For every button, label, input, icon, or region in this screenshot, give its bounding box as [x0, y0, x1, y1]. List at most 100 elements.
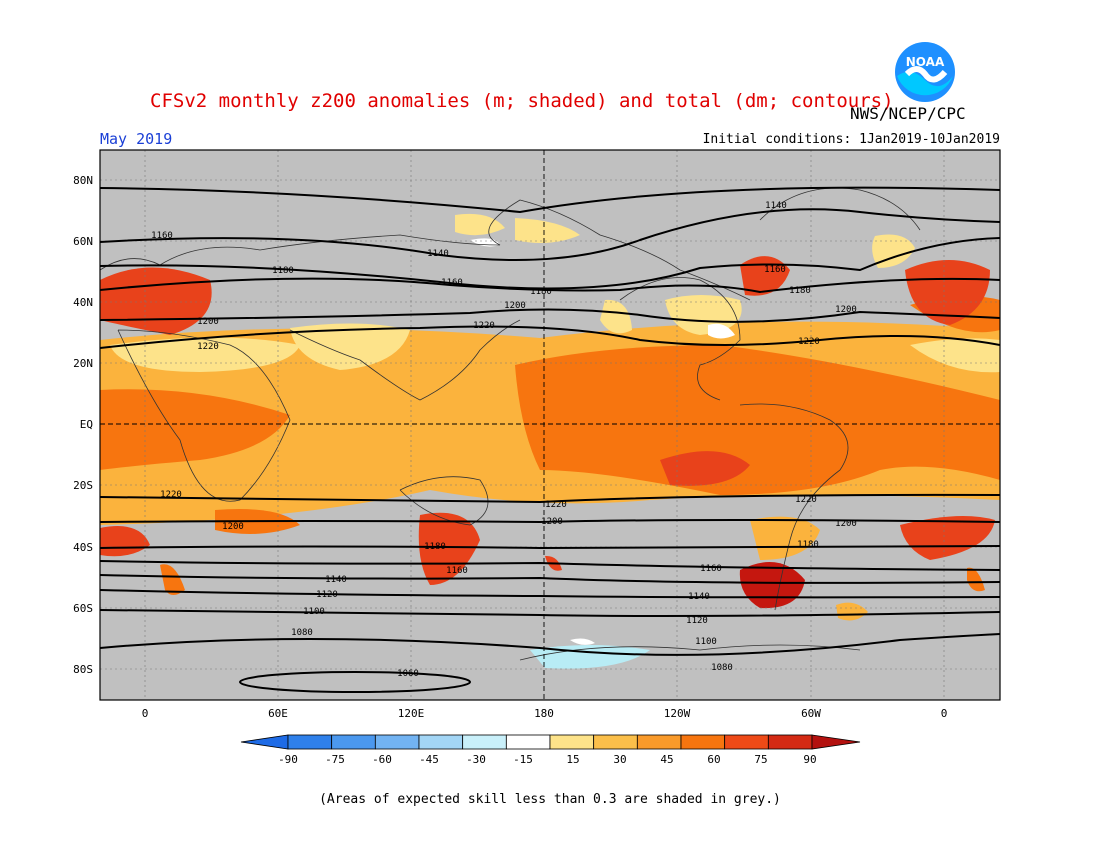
colorbar-segment: [724, 734, 769, 750]
contour-label: 1200: [222, 522, 244, 532]
shade-45-60: [160, 564, 185, 595]
colorbar-tick: -60: [372, 753, 392, 766]
colorbar-segment: [549, 734, 595, 750]
contour-label: 1180: [424, 542, 446, 552]
coastlines: [100, 187, 921, 661]
contour-label: 1220: [197, 342, 219, 352]
noaa-logo-text: NOAA: [906, 55, 945, 69]
height-contours: [100, 186, 1000, 693]
shade-45-60: [515, 345, 1000, 495]
contour-label: 1120: [686, 616, 708, 626]
colorbar-tick: -15: [513, 753, 533, 766]
lon-label: 60W: [801, 707, 821, 720]
colorbar-segment: [374, 734, 420, 750]
contour-label: 1120: [316, 590, 338, 600]
colorbar-tick: -30: [466, 753, 486, 766]
shade-30-45: [750, 516, 820, 560]
shade-15-30: [910, 338, 1000, 373]
contour-label: 1200: [835, 519, 857, 529]
colorbar-tick: -75: [325, 753, 345, 766]
colorbar-tick: -90: [278, 753, 298, 766]
colorbar-segment: [418, 734, 464, 750]
shade-60-75: [418, 512, 480, 585]
colorbar-tick: 15: [566, 753, 579, 766]
longitude-axis: 0 60E 120E 180 120W 60W 0: [142, 707, 948, 720]
colorbar-segment: [287, 734, 333, 750]
anomaly-shading: [100, 150, 1000, 700]
colorbar-tick: 60: [707, 753, 720, 766]
lat-label: 80S: [73, 663, 93, 676]
contour-label: 1220: [473, 321, 495, 331]
contour-label: 1080: [291, 628, 313, 638]
shade-45-60: [100, 389, 290, 470]
colorbar-segment: [462, 734, 507, 750]
colorbar-segment: [505, 734, 551, 750]
noaa-logo: NOAA: [895, 42, 955, 102]
shade-15-30: [600, 299, 632, 334]
valid-month: May 2019: [100, 130, 173, 148]
colorbar-left-arrow: [240, 734, 289, 750]
contour-label: 1140: [765, 201, 787, 211]
contour-label: 1180: [789, 286, 811, 296]
contour-label: 1160: [764, 265, 786, 275]
shade-neutral: [708, 323, 735, 339]
colorbar-segment: [593, 734, 638, 750]
shade-45-60: [967, 567, 985, 592]
contour-label: 1100: [695, 637, 717, 647]
colorbar-segment: [636, 734, 682, 750]
lon-label: 120E: [398, 707, 425, 720]
footnote: (Areas of expected skill less than 0.3 a…: [319, 792, 781, 807]
contour-label: 1060: [397, 669, 419, 679]
shade-15-30: [110, 337, 300, 372]
colorbar-tick: -45: [419, 753, 439, 766]
contour-label: 1140: [427, 249, 449, 259]
shade-neutral: [570, 638, 595, 645]
lon-label: 60E: [268, 707, 288, 720]
lon-label: 0: [142, 707, 149, 720]
contour-label: 1200: [541, 517, 563, 527]
contour-label: 1220: [160, 490, 182, 500]
contour-label: 1220: [795, 495, 817, 505]
contour-label: 1200: [197, 317, 219, 327]
map-frame: [99, 149, 1001, 701]
shade-60-75: [740, 256, 790, 296]
contour-label: 1200: [504, 301, 526, 311]
contour-label: 1160: [700, 564, 722, 574]
shade-15-30: [290, 323, 410, 370]
lat-label: 60N: [73, 235, 93, 248]
contour-label: 1180: [272, 266, 294, 276]
latitude-axis: 80N 60N 40N 20N EQ 20S 40S 60S 80S: [73, 174, 93, 676]
shade-30-45: [836, 602, 868, 621]
contour-label: 1140: [325, 575, 347, 585]
colorbar-segment: [767, 734, 813, 750]
contour-label: 1160: [151, 231, 173, 241]
colorbar-tick: 45: [660, 753, 673, 766]
lat-label: EQ: [80, 418, 93, 431]
colorbar-tick: 30: [613, 753, 626, 766]
colorbar-segment: [680, 734, 726, 750]
colorbar-tick: 75: [754, 753, 767, 766]
colorbar-ticks: -90 -75 -60 -45 -30 -15 15 30 45 60 75 9…: [278, 753, 817, 766]
shade-15-30: [455, 213, 505, 236]
contour-label: 1140: [688, 592, 710, 602]
lat-label: 80N: [73, 174, 93, 187]
reference-lines: [100, 150, 1000, 700]
lat-label: 20S: [73, 479, 93, 492]
colorbar: [240, 734, 861, 750]
lat-label: 40S: [73, 541, 93, 554]
contour-label: 1180: [797, 540, 819, 550]
shade-15-30: [515, 218, 580, 244]
lon-label: 180: [534, 707, 554, 720]
contour-label: 1160: [446, 566, 468, 576]
agency-label: NWS/NCEP/CPC: [850, 104, 966, 123]
contour-label: 1220: [545, 500, 567, 510]
chart-title: CFSv2 monthly z200 anomalies (m; shaded)…: [150, 90, 894, 112]
shade-60-75: [900, 516, 995, 560]
contour-label: 1080: [711, 663, 733, 673]
initial-conditions: Initial conditions: 1Jan2019-10Jan2019: [702, 132, 1000, 147]
shade-60-75: [905, 260, 990, 325]
colorbar-tick: 90: [803, 753, 816, 766]
lat-label: 20N: [73, 357, 93, 370]
contour-label: 1200: [835, 305, 857, 315]
lat-label: 40N: [73, 296, 93, 309]
